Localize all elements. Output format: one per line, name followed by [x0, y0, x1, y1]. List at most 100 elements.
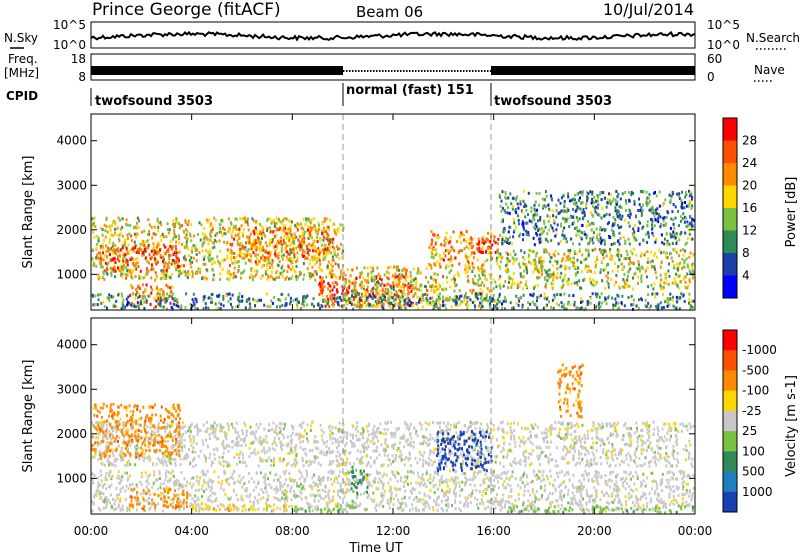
range-gate-cell — [505, 236, 508, 240]
range-gate-cell — [285, 276, 288, 280]
range-gate-cell — [173, 231, 176, 235]
range-gate-cell — [138, 295, 141, 298]
range-gate-cell — [416, 271, 419, 275]
range-gate-cell — [108, 299, 111, 303]
cpid-label: CPID — [6, 89, 38, 103]
range-gate-cell — [274, 252, 276, 256]
range-gate-cell — [254, 260, 257, 264]
range-gate-cell — [234, 443, 237, 447]
range-gate-cell — [211, 261, 214, 265]
range-gate-cell — [579, 236, 582, 240]
range-gate-cell — [463, 298, 466, 302]
range-gate-cell — [470, 424, 473, 428]
range-gate-cell — [273, 219, 275, 222]
range-gate-cell — [604, 249, 607, 253]
range-gate-cell — [141, 436, 144, 440]
range-gate-cell — [349, 301, 352, 304]
range-gate-cell — [310, 218, 313, 222]
range-gate-cell — [617, 210, 620, 214]
range-gate-cell — [641, 298, 643, 302]
range-gate-cell — [214, 430, 217, 434]
range-gate-cell — [359, 283, 362, 287]
range-gate-cell — [271, 301, 274, 305]
range-gate-cell — [538, 259, 541, 263]
range-gate-cell — [345, 299, 348, 303]
range-gate-cell — [583, 258, 586, 262]
range-gate-cell — [112, 267, 115, 271]
range-gate-cell — [436, 298, 439, 301]
range-gate-cell — [580, 260, 582, 264]
range-gate-cell — [105, 436, 108, 440]
freq-panel: Freq. [MHz] 18 8 60 0 Nave — [4, 52, 785, 84]
range-gate-cell — [460, 294, 463, 298]
range-gate-cell — [126, 273, 129, 277]
range-gate-cell — [280, 254, 283, 258]
range-gate-cell — [625, 453, 628, 457]
range-gate-cell — [137, 225, 140, 229]
range-gate-cell — [319, 281, 321, 285]
range-gate-cell — [439, 265, 442, 269]
range-gate-cell — [177, 269, 180, 272]
range-gate-cell — [401, 436, 403, 440]
range-gate-cell — [617, 265, 620, 269]
range-gate-cell — [681, 257, 684, 261]
range-gate-cell — [677, 286, 680, 290]
range-gate-cell — [614, 304, 617, 308]
range-gate-cell — [122, 298, 125, 302]
range-gate-cell — [157, 289, 160, 293]
range-gate-cell — [458, 262, 461, 266]
range-gate-cell — [579, 306, 582, 310]
range-gate-cell — [523, 227, 525, 231]
range-gate-cell — [228, 292, 231, 296]
range-gate-cell — [345, 442, 348, 445]
range-gate-cell — [563, 234, 566, 238]
range-gate-cell — [556, 464, 559, 468]
range-gate-cell — [402, 285, 405, 289]
range-gate-cell — [487, 299, 490, 303]
range-gate-cell — [238, 460, 241, 464]
range-gate-cell — [291, 249, 294, 253]
range-gate-cell — [259, 442, 262, 446]
range-gate-cell — [337, 230, 340, 234]
range-gate-cell — [533, 208, 536, 212]
range-gate-cell — [480, 422, 483, 426]
range-gate-cell — [148, 223, 151, 227]
range-gate-cell — [491, 444, 494, 448]
range-gate-cell — [118, 237, 120, 241]
range-gate-cell — [443, 243, 446, 247]
range-gate-cell — [432, 288, 435, 292]
range-gate-cell — [224, 446, 227, 450]
range-gate-cell — [391, 296, 394, 300]
range-gate-cell — [303, 250, 306, 254]
range-gate-cell — [252, 278, 254, 282]
range-gate-cell — [525, 232, 528, 236]
range-gate-cell — [606, 197, 609, 201]
range-gate-cell — [357, 305, 360, 308]
range-gate-cell — [543, 229, 545, 233]
range-gate-cell — [601, 437, 604, 441]
range-gate-cell — [153, 244, 155, 248]
range-gate-cell — [175, 251, 178, 255]
cpid-segment-3: twofsound 3503 — [494, 94, 612, 109]
range-gate-cell — [568, 294, 571, 298]
range-gate-cell — [468, 238, 471, 241]
range-gate-cell — [365, 288, 368, 292]
range-gate-cell — [330, 263, 332, 266]
range-gate-cell — [295, 433, 298, 436]
range-gate-cell — [662, 439, 665, 443]
range-gate-cell — [372, 266, 375, 270]
range-gate-cell — [512, 235, 515, 239]
range-gate-cell — [189, 262, 192, 265]
range-gate-cell — [449, 235, 452, 239]
range-gate-cell — [623, 279, 626, 283]
range-gate-cell — [311, 258, 314, 262]
range-gate-cell — [402, 433, 405, 437]
range-gate-cell — [329, 297, 332, 301]
range-gate-cell — [645, 198, 648, 202]
range-gate-cell — [634, 461, 637, 465]
range-gate-cell — [598, 423, 601, 427]
range-gate-cell — [316, 232, 319, 236]
range-gate-cell — [569, 303, 572, 307]
range-gate-cell — [372, 304, 375, 308]
range-gate-cell — [291, 260, 294, 264]
